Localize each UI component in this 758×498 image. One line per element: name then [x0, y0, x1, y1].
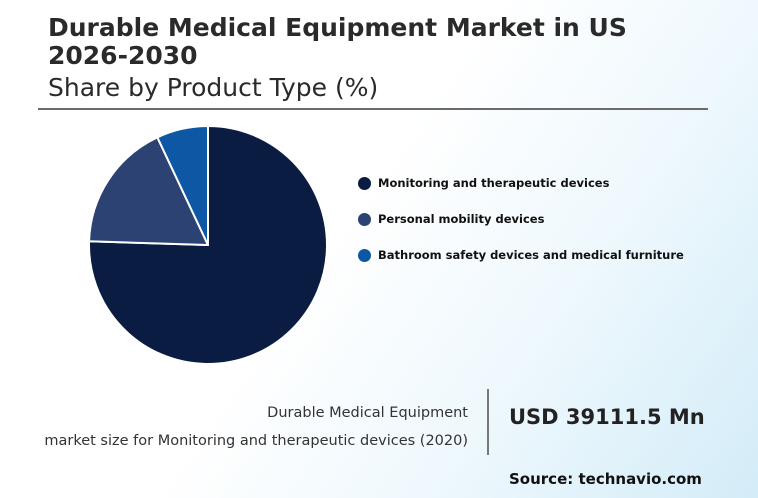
metric-divider: [487, 389, 489, 455]
chart-legend: Monitoring and therapeutic devices Perso…: [358, 174, 684, 282]
chart-subtitle: Share by Product Type (%): [48, 73, 379, 102]
legend-item: Monitoring and therapeutic devices: [358, 174, 684, 192]
legend-label: Monitoring and therapeutic devices: [378, 176, 610, 190]
metric-value: USD 39111.5 Mn: [509, 405, 705, 429]
metric-description: Durable Medical Equipment market size fo…: [44, 399, 468, 455]
header-divider: [38, 108, 708, 110]
chart-title: Durable Medical Equipment Market in US 2…: [48, 13, 627, 70]
metric-label-line1: Durable Medical Equipment: [267, 405, 468, 421]
legend-label: Bathroom safety devices and medical furn…: [378, 248, 684, 262]
metric-label-line2: market size for Monitoring and therapeut…: [44, 433, 468, 449]
legend-label: Personal mobility devices: [378, 212, 545, 226]
pie-slice: [156, 125, 209, 246]
legend-item: Bathroom safety devices and medical furn…: [358, 246, 684, 264]
legend-swatch: [358, 212, 371, 226]
pie-slice: [88, 136, 209, 246]
source-credit: Source: technavio.com: [509, 470, 702, 488]
legend-item: Personal mobility devices: [358, 210, 684, 228]
legend-swatch: [358, 248, 371, 262]
legend-swatch: [358, 176, 371, 190]
